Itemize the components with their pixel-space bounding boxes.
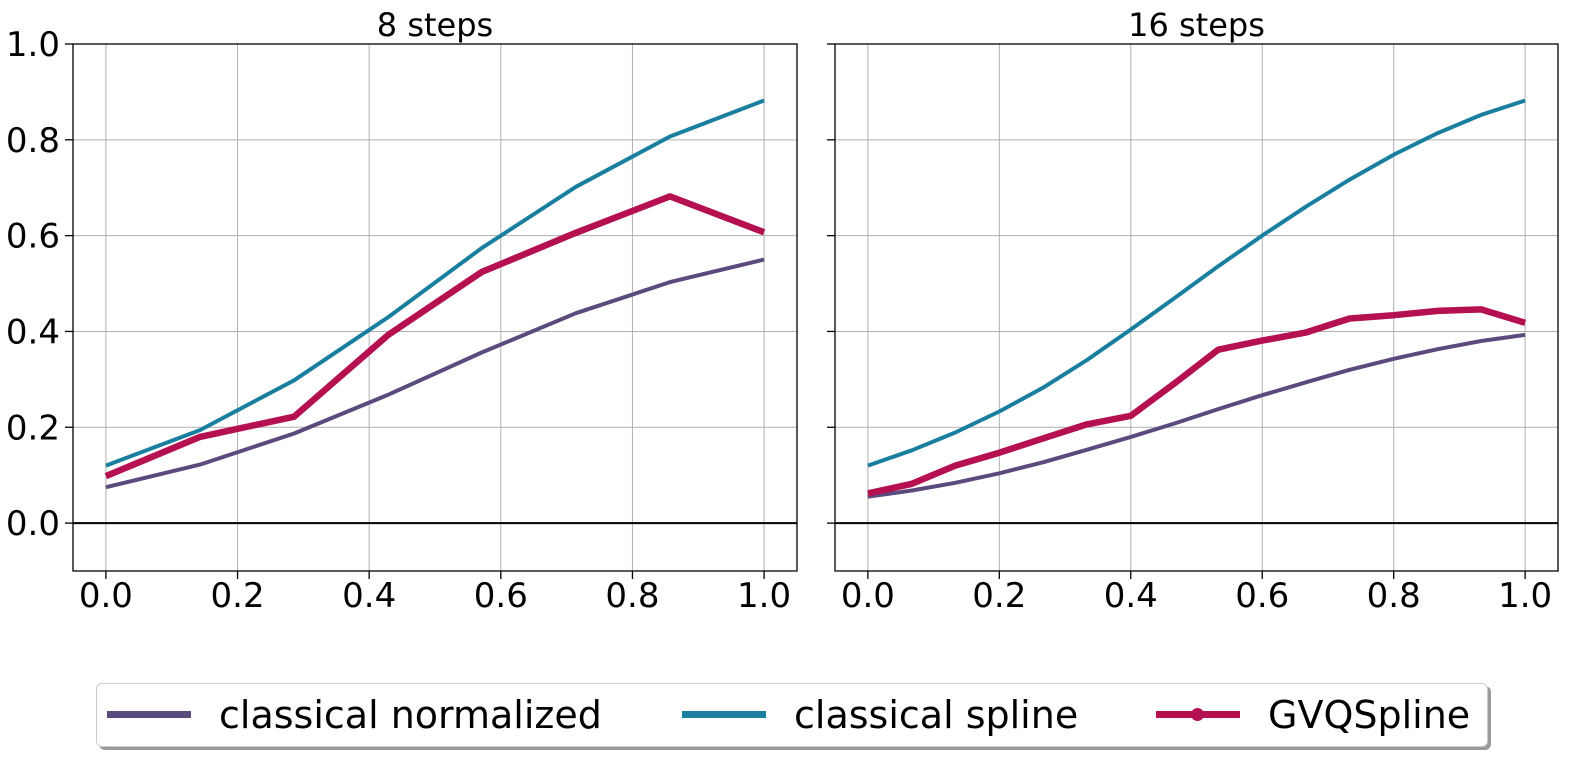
legend-item-classical-normalized: classical normalized [107,684,602,746]
legend-label: GVQSpline [1268,693,1471,737]
x-tick-label: 0.0 [841,576,895,616]
legend-line-classical-normalized [107,711,191,718]
legend-swatch-gvqspline [1156,684,1240,746]
legend: classical normalized classical spline GV… [96,683,1488,747]
legend-label: classical spline [794,693,1079,737]
x-tick-label: 0.8 [605,576,659,616]
chart-title: 16 steps [1128,6,1265,44]
y-tick-label: 0.8 [6,121,60,161]
x-tick-label: 0.0 [79,576,133,616]
series-line-classical-spline [105,98,765,468]
chart-title: 8 steps [377,6,493,44]
series-line-gvqspline [104,193,766,480]
legend-marker-gvqspline [1191,708,1204,721]
series-line-classical-normalized [867,332,1526,499]
legend-swatch-classical-spline [682,684,766,746]
panel-16-steps: 0.0 0.2 0.4 0.6 0.8 1.0 16 steps [827,6,1559,616]
x-tick-label: 0.4 [1104,576,1158,616]
y-tick-label: 0.2 [6,408,60,448]
y-tick-label: 0.0 [6,504,60,544]
y-tick-label: 1.0 [6,25,60,65]
panel-8-steps: 0.0 0.2 0.4 0.6 0.8 1.0 0.0 0.2 0.4 0.6 0.8 1.0 8 st… [6,6,798,616]
series-line-gvqspline [867,306,1527,497]
legend-line-classical-spline [682,711,766,718]
x-tick-label: 0.2 [211,576,265,616]
x-tick-label: 0.6 [1235,576,1289,616]
x-tick-label: 1.0 [1498,576,1552,616]
series-line-classical-normalized [105,257,765,490]
x-tick-label: 0.6 [474,576,528,616]
legend-item-classical-spline: classical spline [682,684,1078,746]
legend-item-gvqspline: GVQSpline [1156,684,1470,746]
axes-frame [834,43,1559,572]
x-tick-label: 0.2 [972,576,1026,616]
series-line-classical-spline [867,98,1526,468]
x-tick-label: 0.4 [342,576,396,616]
y-tick-label: 0.6 [6,217,60,257]
x-tick-label: 1.0 [737,576,791,616]
legend-swatch-classical-normalized [107,684,191,746]
axes-frame [72,43,798,572]
x-tick-label: 0.8 [1367,576,1421,616]
y-tick-label: 0.4 [6,312,60,352]
legend-label: classical normalized [219,693,602,737]
